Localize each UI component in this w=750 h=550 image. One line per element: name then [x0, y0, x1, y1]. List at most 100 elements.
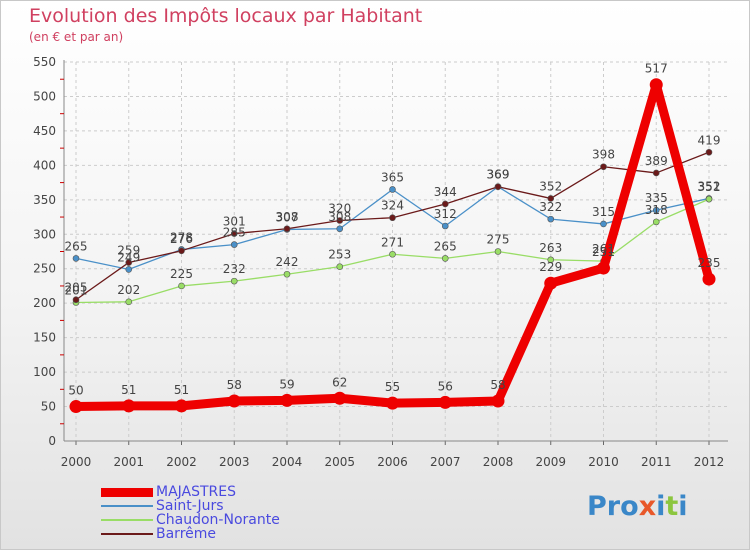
data-point: [491, 394, 505, 408]
series-barr-me: [72, 148, 713, 304]
series-majastres: [69, 78, 716, 414]
legend-item: Barrême: [101, 527, 280, 541]
data-label: 202: [117, 283, 140, 297]
data-label: 276: [170, 232, 193, 246]
legend-item: Saint-Jurs: [101, 499, 280, 513]
y-tick-label: 550: [33, 55, 56, 69]
data-label: 56: [438, 379, 453, 393]
data-label: 351: [698, 180, 721, 194]
data-label: 389: [645, 154, 668, 168]
data-label: 318: [645, 203, 668, 217]
data-point: [702, 272, 716, 286]
y-tick-label: 250: [33, 262, 56, 276]
data-label: 315: [592, 205, 615, 219]
x-tick-label: 2012: [694, 455, 725, 469]
data-point: [649, 78, 663, 92]
data-label: 369: [487, 168, 510, 182]
x-tick-label: 2001: [113, 455, 144, 469]
data-point: [336, 263, 344, 270]
data-label: 301: [223, 215, 246, 229]
data-label: 365: [381, 170, 404, 184]
data-point: [69, 400, 83, 414]
data-label: 398: [592, 148, 615, 162]
x-tick-label: 2006: [377, 455, 408, 469]
data-label: 201: [65, 283, 88, 297]
data-point: [175, 399, 188, 413]
data-label: 229: [539, 260, 562, 274]
data-point: [547, 215, 555, 223]
proxiti-logo: Proxiti: [587, 491, 688, 522]
legend-swatch: [101, 487, 153, 497]
data-label: 55: [385, 380, 400, 394]
data-label: 259: [117, 244, 140, 258]
x-tick-label: 2003: [219, 455, 250, 469]
data-point: [544, 276, 558, 290]
logo-letter: x: [638, 491, 657, 522]
data-point: [72, 296, 80, 304]
data-label: 249: [117, 250, 140, 264]
data-point: [494, 248, 502, 255]
data-label: 205: [65, 281, 88, 295]
data-label: 261: [592, 242, 615, 256]
x-tick-label: 2000: [61, 455, 92, 469]
data-point: [494, 183, 502, 191]
legend-swatch: [101, 519, 153, 521]
logo-letter: t: [665, 491, 679, 522]
data-point: [72, 255, 80, 262]
data-label: 335: [645, 191, 668, 205]
data-label: 235: [698, 256, 721, 270]
data-point: [280, 393, 294, 407]
data-point: [389, 250, 396, 258]
data-label: 344: [434, 185, 457, 199]
data-point: [336, 225, 344, 233]
data-label: 312: [434, 207, 457, 221]
data-label: 285: [223, 226, 246, 240]
data-label: 59: [279, 377, 294, 391]
data-label: 419: [698, 133, 721, 147]
y-tick-label: 50: [41, 400, 56, 414]
logo-letter: r: [606, 491, 621, 522]
data-point: [125, 259, 133, 266]
logo-letter: o: [620, 491, 639, 522]
data-point: [122, 399, 136, 413]
data-label: 50: [68, 384, 83, 398]
data-point: [441, 200, 449, 208]
y-tick-label: 500: [33, 89, 56, 103]
data-point: [389, 214, 396, 222]
data-label: 253: [328, 248, 351, 262]
data-label: 263: [539, 241, 562, 255]
data-point: [386, 396, 399, 410]
data-point: [652, 169, 660, 177]
data-label: 275: [487, 233, 510, 247]
data-label: 369: [487, 168, 510, 182]
x-tick-label: 2004: [272, 455, 303, 469]
data-point: [652, 206, 660, 214]
data-label: 307: [276, 210, 299, 224]
data-point: [230, 277, 238, 285]
legend: MAJASTRES Saint-Jurs Chaudon-Norante Barrêm…: [101, 485, 280, 541]
data-point: [230, 241, 238, 248]
data-label: 58: [490, 378, 505, 392]
data-point: [230, 230, 238, 237]
data-point: [125, 298, 133, 306]
legend-item: Chaudon-Norante: [101, 513, 280, 527]
x-tick-label: 2011: [641, 455, 672, 469]
data-point: [125, 266, 133, 273]
data-label: 225: [170, 267, 193, 281]
y-tick-label: 450: [33, 124, 56, 138]
data-point: [652, 218, 660, 226]
data-label: 352: [698, 179, 721, 193]
data-label: 265: [65, 239, 88, 253]
data-point: [547, 195, 555, 202]
y-tick-label: 100: [33, 365, 56, 379]
legend-label: Chaudon-Norante: [156, 512, 280, 528]
x-tick-label: 2002: [166, 455, 197, 469]
data-point: [283, 225, 291, 233]
data-point: [178, 247, 185, 255]
data-label: 320: [328, 201, 351, 215]
logo-letter: i: [656, 491, 666, 522]
